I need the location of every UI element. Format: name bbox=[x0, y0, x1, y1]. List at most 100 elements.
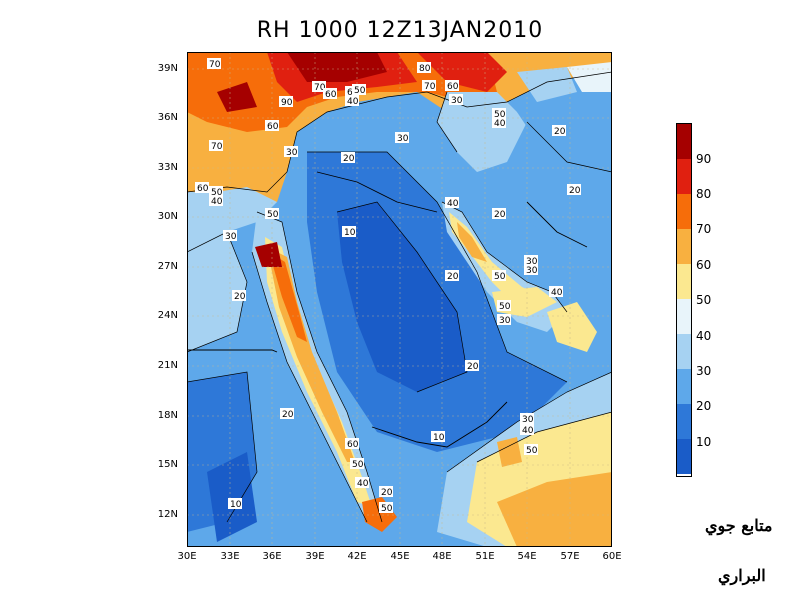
lat-label: 15N bbox=[157, 459, 178, 470]
lon-label: 60E bbox=[602, 551, 622, 562]
svg-text:50: 50 bbox=[494, 110, 506, 120]
contour-label: 20 bbox=[492, 208, 506, 220]
contour-label: 70 bbox=[312, 81, 326, 93]
contour-label: 30 bbox=[449, 94, 463, 106]
contour-label: 20 bbox=[445, 270, 459, 282]
svg-text:60: 60 bbox=[447, 82, 459, 92]
lat-label: 30N bbox=[157, 211, 178, 222]
colorbar-label: 60 bbox=[696, 258, 712, 272]
contour-label: 20 bbox=[567, 184, 581, 196]
svg-text:60: 60 bbox=[267, 122, 279, 132]
lat-label: 18N bbox=[157, 410, 178, 421]
lon-label: 48E bbox=[432, 551, 452, 562]
contour-label: 40 bbox=[520, 424, 534, 436]
svg-text:40: 40 bbox=[522, 426, 534, 436]
contour-label: 70 bbox=[209, 140, 223, 152]
contour-label: 60 bbox=[265, 120, 279, 132]
contour-label: 30 bbox=[284, 146, 298, 158]
contour-label: 60 bbox=[445, 80, 459, 92]
svg-text:30: 30 bbox=[225, 232, 237, 242]
contour-label: 60 bbox=[323, 88, 337, 100]
colorbar-swatch bbox=[677, 159, 691, 194]
svg-text:50: 50 bbox=[267, 210, 279, 220]
svg-text:10: 10 bbox=[230, 500, 242, 510]
colorbar-label: 80 bbox=[696, 187, 712, 201]
contour-label: 20 bbox=[341, 152, 355, 164]
svg-text:70: 70 bbox=[314, 83, 326, 93]
contour-label: 10 bbox=[342, 226, 356, 238]
contour-label: 40 bbox=[492, 117, 506, 129]
lat-label: 24N bbox=[157, 310, 178, 321]
contour-label: 30 bbox=[524, 264, 538, 276]
svg-text:20: 20 bbox=[467, 362, 479, 372]
colorbar-swatch bbox=[677, 299, 691, 334]
svg-text:70: 70 bbox=[211, 142, 223, 152]
svg-text:30: 30 bbox=[526, 257, 538, 267]
lat-label: 33N bbox=[157, 162, 178, 173]
contour-label: 20 bbox=[280, 408, 294, 420]
contour-label: 30 bbox=[497, 314, 511, 326]
svg-text:30: 30 bbox=[451, 96, 463, 106]
contour-label: 40 bbox=[355, 477, 369, 489]
svg-text:30: 30 bbox=[526, 266, 538, 276]
colorbar bbox=[676, 123, 692, 477]
svg-text:30: 30 bbox=[522, 415, 534, 425]
contour-label: 50 bbox=[492, 108, 506, 120]
svg-text:40: 40 bbox=[347, 97, 359, 107]
contour-label: 30 bbox=[520, 413, 534, 425]
svg-text:50: 50 bbox=[352, 460, 364, 470]
contour-label: 30 bbox=[395, 132, 409, 144]
colorbar-swatch bbox=[677, 229, 691, 264]
svg-text:70: 70 bbox=[209, 60, 221, 70]
lon-label: 42E bbox=[347, 551, 367, 562]
map-frame bbox=[187, 52, 612, 547]
svg-text:50: 50 bbox=[526, 446, 538, 456]
colorbar-label: 40 bbox=[696, 329, 712, 343]
contour-label: 50 bbox=[524, 444, 538, 456]
svg-text:20: 20 bbox=[343, 154, 355, 164]
lon-label: 33E bbox=[220, 551, 240, 562]
svg-text:30: 30 bbox=[286, 148, 298, 158]
contour-label: 60 bbox=[345, 438, 359, 450]
lon-label: 54E bbox=[517, 551, 537, 562]
colorbar-swatch bbox=[677, 194, 691, 229]
contour-label: 50 bbox=[350, 458, 364, 470]
svg-text:10: 10 bbox=[433, 433, 445, 443]
svg-text:10: 10 bbox=[344, 228, 356, 238]
svg-text:50: 50 bbox=[354, 86, 366, 96]
colorbar-label: 90 bbox=[696, 152, 712, 166]
map-title: RH 1000 12Z13JAN2010 bbox=[256, 18, 544, 43]
lat-label: 21N bbox=[157, 360, 178, 371]
contour-label: 50 bbox=[492, 270, 506, 282]
lon-label: 36E bbox=[262, 551, 282, 562]
svg-text:50: 50 bbox=[211, 188, 223, 198]
svg-text:40: 40 bbox=[494, 119, 506, 129]
contour-label: 40 bbox=[445, 197, 459, 209]
contour-label: 50 bbox=[497, 300, 511, 312]
contour-label: 40 bbox=[549, 286, 563, 298]
lat-label: 12N bbox=[157, 509, 178, 520]
svg-text:60: 60 bbox=[325, 90, 337, 100]
contour-label: 50 bbox=[209, 186, 223, 198]
colorbar-label: 10 bbox=[696, 435, 712, 449]
contour-label: 10 bbox=[431, 431, 445, 443]
contour-label: 50 bbox=[265, 208, 279, 220]
colorbar-label: 30 bbox=[696, 364, 712, 378]
contour-label: 30 bbox=[223, 230, 237, 242]
contour-label: 40 bbox=[345, 95, 359, 107]
svg-text:40: 40 bbox=[357, 479, 369, 489]
colorbar-swatch bbox=[677, 124, 691, 159]
svg-text:50: 50 bbox=[494, 272, 506, 282]
svg-text:40: 40 bbox=[447, 199, 459, 209]
contour-label: 50 bbox=[352, 84, 366, 96]
colorbar-swatch bbox=[677, 439, 691, 474]
contour-label: 50 bbox=[379, 502, 393, 514]
contour-label: 70 bbox=[422, 80, 436, 92]
svg-text:80: 80 bbox=[419, 64, 431, 74]
colorbar-label: 20 bbox=[696, 399, 712, 413]
lat-label: 36N bbox=[157, 112, 178, 123]
contour-label: 20 bbox=[232, 290, 246, 302]
contour-label: 20 bbox=[552, 125, 566, 137]
colorbar-label: 50 bbox=[696, 293, 712, 307]
lat-label: 39N bbox=[157, 63, 178, 74]
